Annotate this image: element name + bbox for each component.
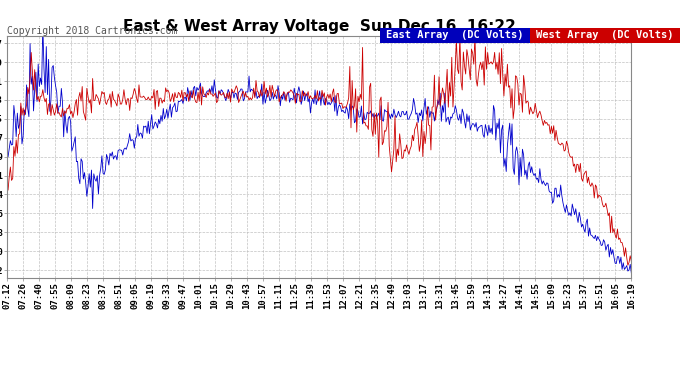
West Array  (DC Volts) [542, 120, 551, 125]
Line: East Array  (DC Volts): East Array (DC Volts) [7, 25, 631, 273]
Text: West Array  (DC Volts): West Array (DC Volts) [536, 30, 673, 40]
East Array  (DC Volts) [560, 206, 569, 210]
East Array  (DC Volts) [3, 156, 11, 160]
Title: East & West Array Voltage  Sun Dec 16  16:22: East & West Array Voltage Sun Dec 16 16:… [123, 20, 515, 34]
West Array  (DC Volts) [444, 105, 453, 110]
Text: East Array  (DC Volts): East Array (DC Volts) [386, 30, 524, 40]
East Array  (DC Volts) [479, 132, 487, 137]
East Array  (DC Volts) [542, 181, 551, 185]
East Array  (DC Volts) [627, 271, 635, 275]
East Array  (DC Volts) [39, 22, 47, 27]
West Array  (DC Volts) [456, 34, 464, 39]
West Array  (DC Volts) [479, 59, 487, 64]
Text: Copyright 2018 Cartronics.com: Copyright 2018 Cartronics.com [7, 26, 177, 36]
East Array  (DC Volts) [37, 82, 46, 87]
West Array  (DC Volts) [37, 94, 46, 98]
West Array  (DC Volts) [627, 259, 635, 264]
West Array  (DC Volts) [380, 128, 388, 133]
Line: West Array  (DC Volts): West Array (DC Volts) [7, 36, 631, 265]
West Array  (DC Volts) [560, 149, 569, 153]
East Array  (DC Volts) [445, 122, 453, 127]
West Array  (DC Volts) [624, 263, 632, 267]
East Array  (DC Volts) [382, 109, 390, 114]
West Array  (DC Volts) [3, 184, 11, 188]
